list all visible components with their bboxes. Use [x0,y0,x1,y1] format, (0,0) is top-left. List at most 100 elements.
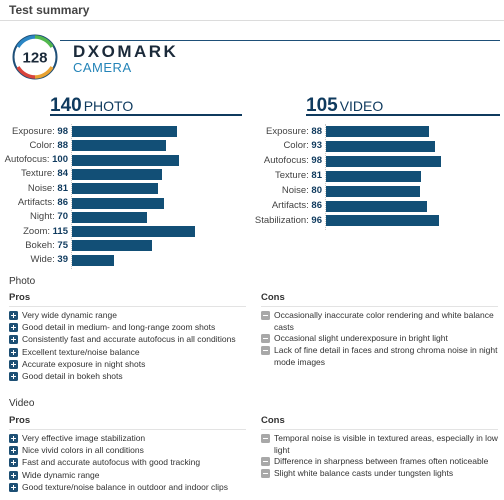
photo-value-color: 88 [57,139,68,151]
photo-value-wide: 39 [57,254,68,266]
video-category-texture: Texture: [274,170,312,182]
photo-bar-night [72,211,147,223]
video-pro-item: Fast and accurate autofocus with good tr… [22,457,201,468]
photo-pro-plus-icon [9,311,18,320]
photo-score: 140 PHOTO [50,95,133,117]
photo-pro-item: Consistently fast and accurate autofocus… [22,334,236,345]
photo-category-autofocus: Autofocus: [4,154,53,166]
photo-heading: Photo [9,276,36,287]
photo-category-wide: Wide: [30,254,58,266]
photo-con-item: Occasional slight underexposure in brigh… [274,333,448,343]
photo-value-exposure: 98 [57,125,68,137]
video-con-item: Temporal noise is visible in textured ar… [274,433,498,455]
video-cons-rule [261,429,498,430]
photo-label-color: Color: 88 [29,140,68,151]
section-title: Test summary [9,3,90,17]
photo-label-exposure: Exposure: 98 [12,126,68,137]
photo-category-texture: Texture: [20,168,58,180]
photo-pros-label: Pros [9,292,31,303]
video-bar-autofocus [326,155,441,167]
video-value-exposure: 88 [311,125,322,137]
video-category-exposure: Exposure: [266,125,312,137]
photo-con-minus-icon [261,311,270,320]
photo-pro-item: Good detail in medium- and long-range zo… [22,322,216,333]
video-bar-exposure [326,126,430,137]
photo-score-value: 140 [50,95,82,116]
photo-label-artifacts: Artifacts: 86 [18,197,68,208]
photo-bar-texture [72,168,162,180]
photo-pro-item: Very wide dynamic range [22,310,117,320]
photo-category-night: Night: [29,211,58,223]
photo-bar-zoom [72,226,195,238]
brand-name: DXOMARK [73,42,179,61]
video-label-artifacts: Artifacts: 86 [272,200,322,211]
video-cons-label: Cons [261,415,285,426]
photo-pro-item: Accurate exposure in night shots [22,358,146,369]
photo-category-zoom: Zoom: [23,225,53,237]
photo-label-bokeh: Bokeh: 75 [25,240,68,251]
brand-rule [60,40,500,41]
photo-cons-rule [261,306,498,307]
video-category-stabilization: Stabilization: [254,214,312,226]
video-category-color: Color: [283,140,312,152]
photo-con-item: Lack of fine detail in faces and strong … [274,345,498,367]
photo-axis [71,124,72,269]
photo-value-bokeh: 75 [57,239,68,251]
video-value-stabilization: 96 [311,214,322,226]
video-bar-texture [326,170,422,182]
photo-pro-plus-icon [9,323,18,333]
video-category-artifacts: Artifacts: [271,200,312,211]
video-label-exposure: Exposure: 88 [266,126,322,137]
video-pro-plus-icon [9,446,18,456]
video-pro-item: Nice vivid colors in all conditions [22,445,144,456]
video-value-color: 93 [311,140,322,152]
video-label-color: Color: 93 [283,140,322,151]
photo-score-rule [50,114,242,116]
video-axis [325,124,326,231]
photo-con-minus-icon [261,346,270,356]
video-label-autofocus: Autofocus: 98 [264,155,322,166]
photo-label-night: Night: 70 [30,211,68,222]
photo-bar-noise [72,183,159,195]
photo-value-zoom: 115 [52,225,68,237]
photo-label-wide: Wide: 39 [30,254,68,265]
video-con-item: Difference in sharpness between frames o… [274,456,489,466]
video-pro-item: Very effective image stabilization [22,433,146,443]
video-pro-item: Wide dynamic range [22,469,100,480]
video-score-rule [306,114,500,116]
video-value-artifacts: 86 [311,200,322,211]
photo-value-texture: 84 [57,168,68,180]
section-divider [0,20,504,21]
photo-label-texture: Texture: 84 [21,168,68,179]
photo-category-noise: Noise: [27,182,58,194]
photo-bar-autofocus [72,154,179,166]
photo-category-exposure: Exposure: [12,125,58,137]
photo-pro-item: Good detail in bokeh shots [22,371,123,381]
photo-pros-rule [9,306,246,307]
video-category-noise: Noise: [281,185,312,197]
photo-pro-plus-icon [9,359,18,369]
video-bar-color [326,140,436,152]
brand-subtitle: CAMERA [73,60,132,75]
photo-bar-bokeh [72,240,152,252]
video-value-autofocus: 98 [311,155,322,167]
photo-bar-wide [72,254,114,266]
photo-con-item: Occasionally inaccurate color rendering … [274,310,494,332]
video-value-noise: 80 [311,185,322,197]
video-pro-plus-icon [9,434,18,443]
photo-pro-plus-icon [9,372,18,381]
photo-value-autofocus: 100 [52,154,68,166]
photo-score-label: PHOTO [83,98,134,114]
photo-category-bokeh: Bokeh: [25,239,58,251]
video-label-stabilization: Stabilization: 96 [255,215,322,226]
video-heading: Video [9,398,35,409]
video-con-minus-icon [261,457,270,466]
dxomark-badge-icon: 128 [12,34,58,80]
photo-bar-artifacts [72,197,164,209]
photo-bar-exposure [72,126,177,137]
video-score: 105 VIDEO [306,95,383,117]
video-pro-plus-icon [9,470,18,480]
video-score-value: 105 [306,95,338,116]
video-bar-artifacts [326,200,427,212]
photo-cons-label: Cons [261,292,285,303]
